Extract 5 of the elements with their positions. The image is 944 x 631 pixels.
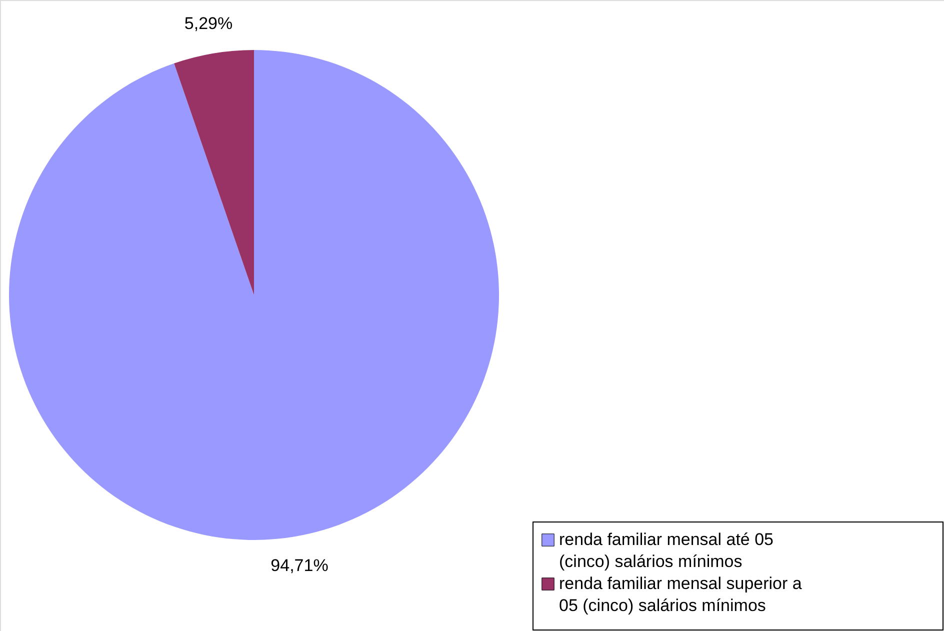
pie-slice <box>174 50 254 295</box>
legend-label: renda familiar mensal superior a 05 (cinco) salários mínimos <box>559 574 802 615</box>
data-label: 94,71% <box>270 556 328 576</box>
pie-slice <box>9 50 499 540</box>
data-label: 5,29% <box>184 14 233 33</box>
